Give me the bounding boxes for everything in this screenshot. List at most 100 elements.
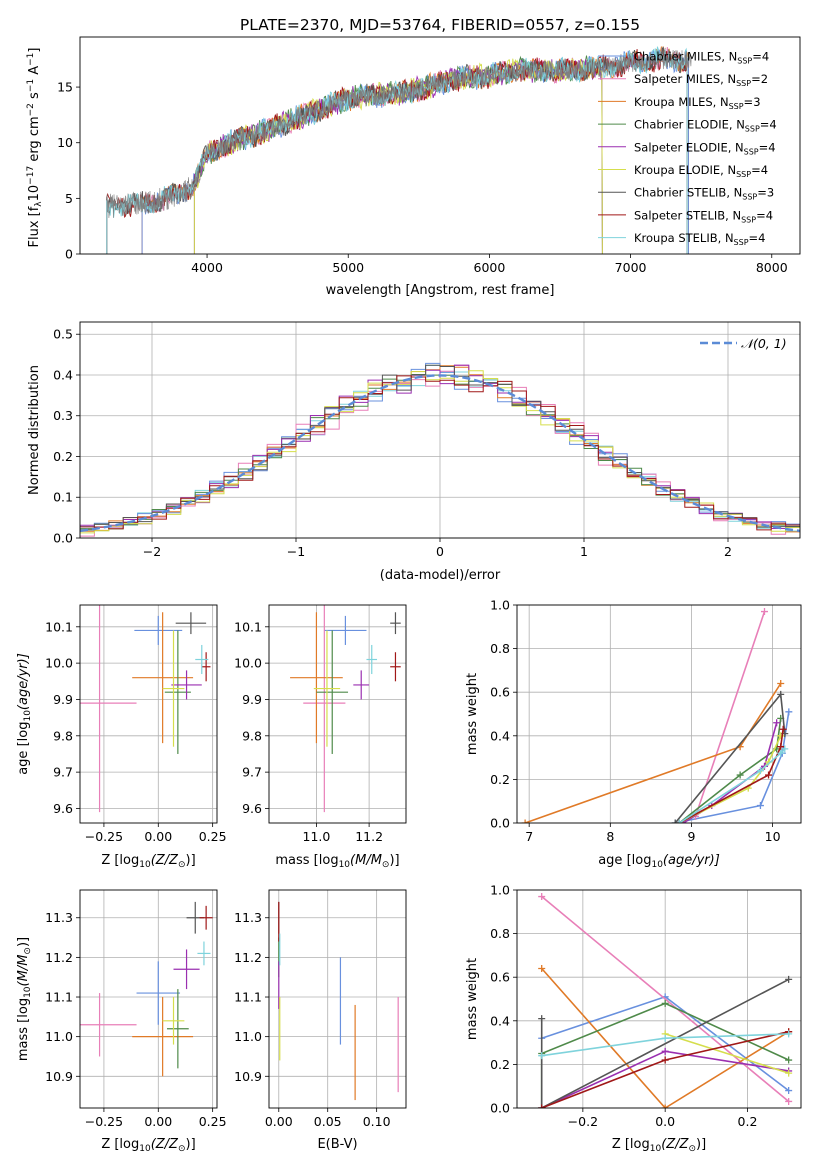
y-tick-label: 0.2 [490,772,510,787]
legend-entry: Chabrier ELODIE, NSSP=4 [634,118,777,134]
x-tick-label: 0 [436,544,444,559]
weight-marker [538,964,546,972]
x-axis-label-part: 10 [339,860,351,870]
y-axis-label: age [log10(age/yr)] [16,653,33,775]
y-axis-label: mass weight [465,958,480,1040]
x-tick-label: 0.00 [265,1114,293,1129]
y-axis-label-part: ] [27,48,42,53]
y-axis-label-part: −2 [26,103,36,116]
x-tick-label: −2 [143,544,161,559]
legend-model: Kroupa ELODIE [634,163,720,177]
weight-marker [756,802,764,810]
y-axis-label-part: ⊙ [23,947,33,955]
legend-model: Salpeter ELODIE [634,140,728,154]
y-tick-label: 11.0 [45,1029,73,1044]
y-axis-label: mass [log10(M/M⊙)] [16,937,33,1061]
y-axis-label-part: 10 [27,185,42,202]
x-tick-label: 9 [687,829,695,844]
legend-model: Chabrier ELODIE [634,118,729,132]
x-tick-label: 8 [606,829,614,844]
x-tick-label: 0.00 [144,829,172,844]
legend-model: Salpeter MILES [634,72,720,86]
y-tick-label: 0.8 [490,926,510,941]
y-tick-label: 0.0 [490,816,510,831]
y-tick-label: 9.6 [53,801,73,816]
y-tick-label: 9.7 [53,765,73,780]
legend-entry: Chabrier MILES, NSSP=4 [634,50,769,66]
errorbar-plot-area [290,605,401,813]
y-tick-label: 0.6 [490,685,510,700]
x-tick-label: 10 [765,829,781,844]
x-tick-label: 11.0 [303,829,331,844]
legend-model: Chabrier MILES [634,50,721,64]
panel-mass-vs-EBV: 0.00 0.05 0.10 10.9 11.0 11.1 11.2 11.3 E(B-V) [234,889,407,1152]
axes-frame [79,321,801,539]
weight-marker [661,1034,669,1042]
x-axis-label-part: ⊙ [178,860,186,870]
errorbar-plot-area [80,901,213,1077]
weight-line [541,967,790,1108]
x-tick-label: 11.2 [355,829,383,844]
y-tick-label: 0.0 [53,531,73,546]
y-tick-label: 10.1 [45,619,73,634]
axes-frame [268,889,407,1109]
legend-n-sub: SSP [736,170,751,179]
legend-n-label: N [720,95,729,109]
y-tick-label: 10.0 [234,656,262,671]
legend-n-value: 4 [769,118,776,132]
weight-marker [521,819,529,823]
weight-marker [777,732,785,740]
x-axis-label-part: (Z/Z [151,1137,179,1152]
x-axis-label-part: 10 [139,1144,151,1154]
x-axis-label-part: ⊙ [382,860,390,870]
y-axis-label-part: mass [log [16,998,31,1061]
weight-marker [785,1097,793,1105]
weight-line [664,1033,789,1074]
legend-sep: , [718,231,725,245]
legend-entry: Chabrier STELIB, NSSP=3 [634,186,774,202]
legend-eq: = [760,118,770,132]
y-tick-label: 9.7 [242,765,262,780]
legend-n-value: 4 [758,231,765,245]
x-tick-label: −1 [287,544,305,559]
y-tick-label: 1.0 [490,598,510,613]
weight-marker [736,771,744,779]
weight-marker [671,819,679,823]
legend-eq: = [756,208,766,222]
weight-line [541,895,790,1103]
y-tick-label: 11.2 [234,950,262,965]
y-axis-label-part: erg cm [27,116,42,165]
weight-line [540,978,790,1108]
legend-model: Kroupa MILES [634,95,713,109]
legend-n-value: 2 [761,72,768,86]
axes-frame [516,604,802,824]
x-axis-label-part: ⊙ [688,1144,696,1154]
legend-n-label: N [729,50,738,64]
legend-model: Salpeter STELIB [634,208,725,222]
legend-entry: Salpeter STELIB, NSSP=4 [634,208,773,224]
legend-sep: , [726,186,733,200]
legend-n-label: N [727,163,736,177]
x-tick-label: 7000 [615,260,647,275]
legend-n-value: 4 [761,163,768,177]
y-tick-label: 10 [57,135,73,150]
y-axis-label: Normed distribution [27,365,42,495]
legend-n-value: 4 [768,140,775,154]
gaussian-curve [80,374,800,533]
y-axis-label-part: 10 [23,986,33,998]
legend-entry: Kroupa STELIB, NSSP=4 [634,231,766,247]
y-axis-label-part: −1 [26,79,36,92]
weight-line [694,611,766,817]
weight-plot-area [521,608,793,823]
x-axis-label-part: 10 [650,1144,662,1154]
x-tick-label: 5000 [332,260,364,275]
weight-marker [765,771,773,779]
weight-marker [777,743,785,751]
y-tick-label: 10.1 [234,619,262,634]
y-tick-label: 11.1 [45,990,73,1005]
legend-n-label: N [727,72,736,86]
weight-marker [661,999,669,1007]
legend-sep: , [729,118,736,132]
y-axis-label: mass weight [465,673,480,755]
